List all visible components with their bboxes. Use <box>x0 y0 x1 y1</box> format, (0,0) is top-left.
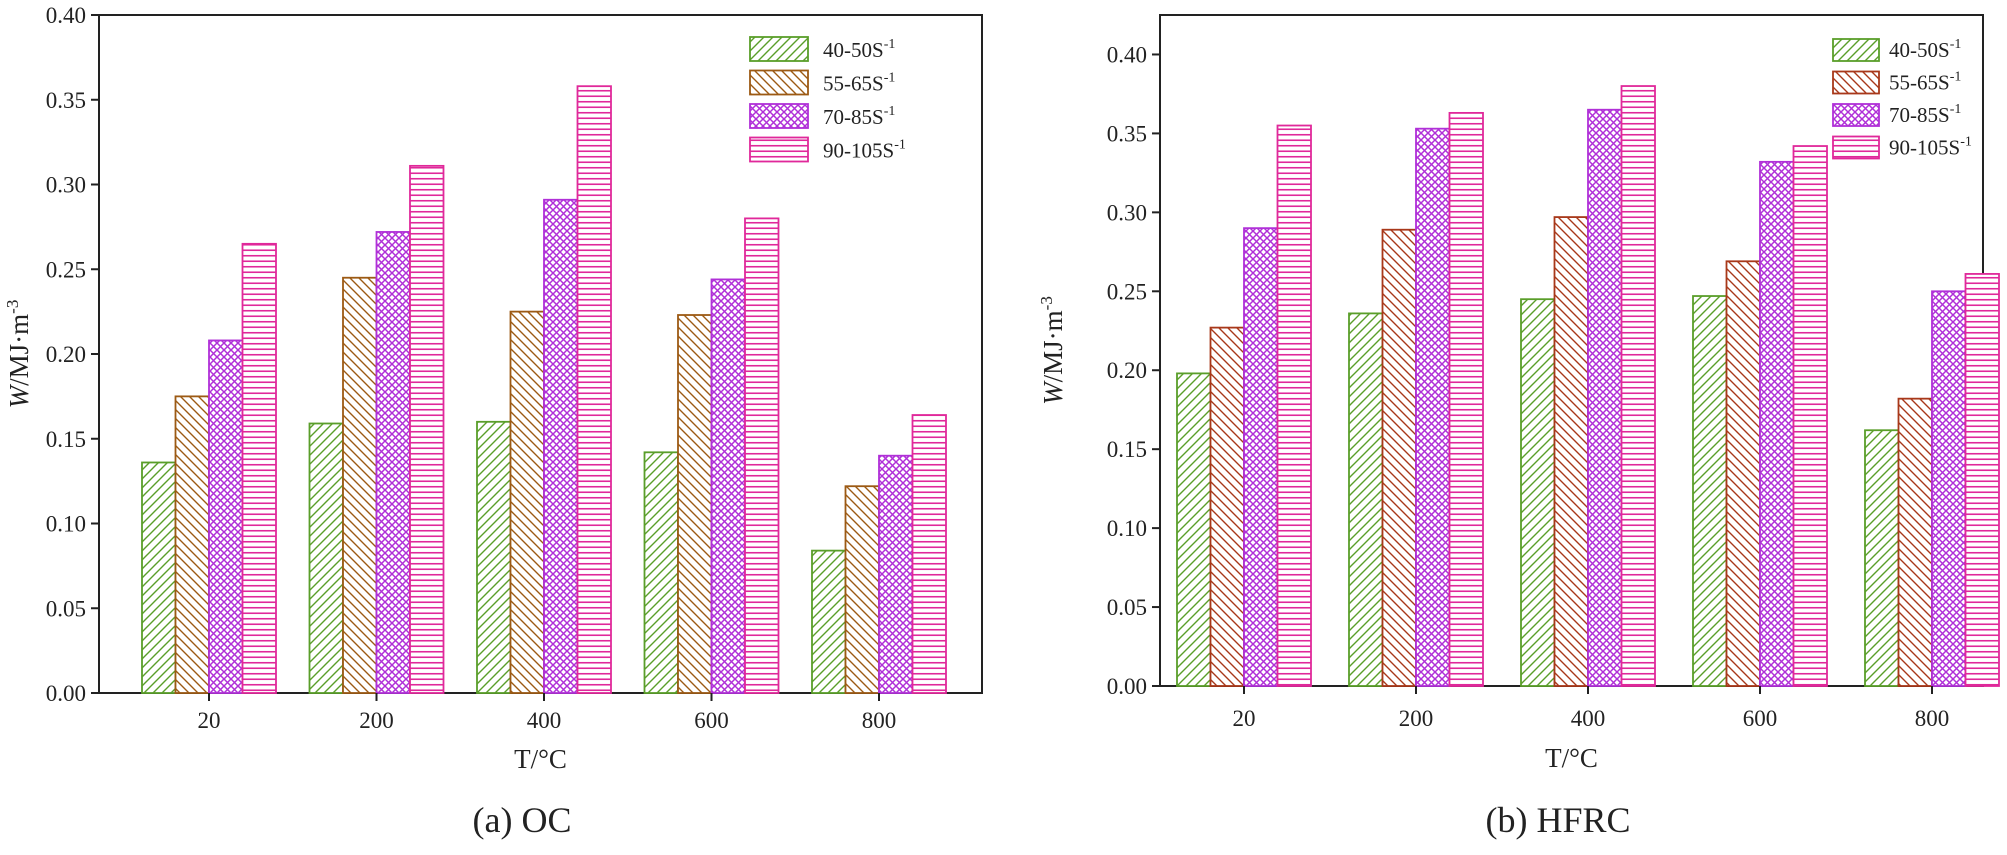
bar <box>1759 160 1795 687</box>
bar <box>1176 372 1212 687</box>
y-tick-label: 0.15 <box>1107 437 1147 462</box>
x-tick-label: 600 <box>1743 706 1778 731</box>
y-tick-label: 0.00 <box>1107 674 1147 699</box>
bar <box>710 278 746 694</box>
bar <box>878 454 914 694</box>
x-tick-label: 200 <box>1399 706 1434 731</box>
bar <box>208 339 244 694</box>
bar <box>509 310 545 694</box>
legend-label: 55-65S-1 <box>823 71 895 96</box>
bar <box>1587 108 1623 687</box>
bar <box>141 461 177 694</box>
y-tick-label: 0.05 <box>1107 595 1147 620</box>
bar <box>1725 260 1761 687</box>
caption-hfrc: (b) HFRC <box>1485 800 1630 840</box>
bar <box>476 420 512 694</box>
bar <box>1931 290 1967 687</box>
bar <box>308 422 344 694</box>
bar <box>1897 397 1933 687</box>
x-tick-label: 800 <box>862 708 897 733</box>
legend-label: 70-85S-1 <box>823 104 895 129</box>
bar <box>1864 429 1900 687</box>
legend-label: 55-65S-1 <box>1889 70 1961 95</box>
x-axis-title: T/°C <box>514 744 567 774</box>
x-tick-label: 20 <box>1233 706 1256 731</box>
legend-label: 90-105S-1 <box>823 138 906 163</box>
y-tick-label: 0.40 <box>46 3 86 28</box>
chart-panel-oc: 0.00 0.05 0.10 0.15 0.20 0.25 0.30 0.35 0.40 20 20… <box>3 3 983 774</box>
legend-swatch <box>749 103 809 129</box>
y-tick-label: 0.20 <box>46 342 86 367</box>
chart-panel-hfrc: 0.00 0.05 0.10 0.15 0.20 0.25 0.30 0.35 0.40 20 20… <box>1037 14 2000 773</box>
legend-label: 40-50S-1 <box>1889 37 1961 62</box>
bar <box>543 198 579 694</box>
legend-swatch <box>1832 70 1880 95</box>
y-axis-title: W/MJ·m-3 <box>1037 296 1068 405</box>
bar <box>576 85 612 694</box>
y-tick-label: 0.40 <box>1107 42 1147 67</box>
legend-label: 40-50S-1 <box>823 37 895 62</box>
legend-swatch <box>749 36 809 62</box>
y-tick-label: 0.00 <box>46 681 86 706</box>
legend-label: 70-85S-1 <box>1889 102 1961 127</box>
caption-oc: (a) OC <box>473 800 572 840</box>
y-tick-label: 0.25 <box>46 257 86 282</box>
x-axis-title: T/°C <box>1545 743 1598 773</box>
x-tick-label: 400 <box>1571 706 1606 731</box>
bar <box>1620 85 1656 687</box>
bar <box>844 485 880 694</box>
bar <box>911 414 947 694</box>
bar <box>375 231 411 694</box>
y-tick-label: 0.10 <box>1107 516 1147 541</box>
y-tick-label: 0.35 <box>46 88 86 113</box>
bar <box>241 242 277 694</box>
legend-swatch <box>749 69 809 96</box>
legend: 40-50S-1 55-65S-1 70-85S-1 90-105S-1 <box>749 36 906 163</box>
bar <box>744 217 780 694</box>
x-tick-label: 800 <box>1915 706 1950 731</box>
x-tick-label: 20 <box>198 708 221 733</box>
bar <box>1553 216 1589 687</box>
x-tick-label: 200 <box>359 708 394 733</box>
x-tick-label: 600 <box>694 708 729 733</box>
x-tick-label: 400 <box>527 708 562 733</box>
bar <box>1276 124 1312 687</box>
legend-swatch <box>1832 38 1880 62</box>
bar <box>1964 273 2000 687</box>
legend-swatch <box>1832 135 1880 160</box>
bar <box>1209 326 1245 687</box>
bar <box>811 549 847 694</box>
y-tick-label: 0.35 <box>1107 121 1147 146</box>
y-axis-title: W/MJ·m-3 <box>3 300 34 409</box>
bar <box>1520 298 1556 687</box>
bar <box>677 314 713 694</box>
bar <box>1243 227 1279 687</box>
bar <box>1348 312 1384 687</box>
y-tick-label: 0.15 <box>46 427 86 452</box>
legend: 40-50S-1 55-65S-1 70-85S-1 90-105S-1 <box>1832 37 1972 160</box>
bar <box>409 164 445 694</box>
bar <box>1415 127 1451 687</box>
legend-label: 90-105S-1 <box>1889 135 1972 160</box>
y-tick-label: 0.30 <box>46 173 86 198</box>
y-tick-label: 0.25 <box>1107 279 1147 304</box>
bar <box>1692 295 1728 687</box>
bar <box>174 395 210 694</box>
legend-swatch <box>1832 103 1880 127</box>
bar <box>1792 145 1828 687</box>
bar <box>643 451 679 694</box>
y-tick-label: 0.30 <box>1107 200 1147 225</box>
bar <box>1381 228 1417 687</box>
legend-swatch <box>749 136 809 163</box>
bar <box>342 276 378 694</box>
y-tick-label: 0.20 <box>1107 358 1147 383</box>
bar <box>1448 111 1484 687</box>
y-tick-label: 0.10 <box>46 512 86 537</box>
y-tick-label: 0.05 <box>46 596 86 621</box>
